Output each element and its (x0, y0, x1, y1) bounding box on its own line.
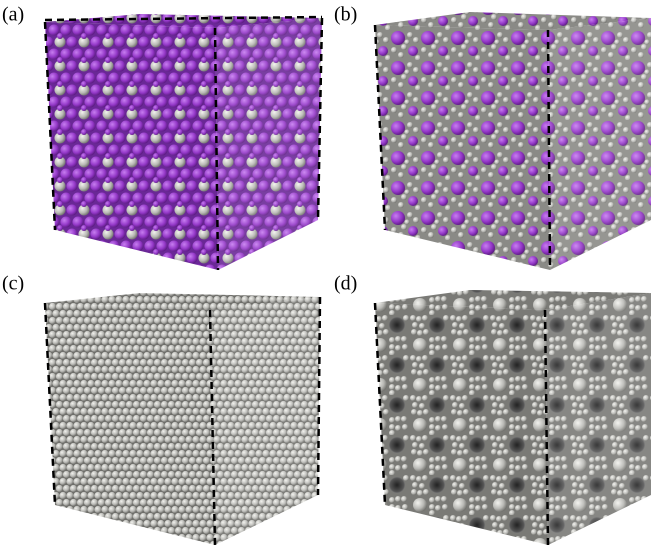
panel: (c) (2, 273, 322, 546)
panel: (b) (334, 4, 651, 271)
panel-label: (b) (334, 4, 357, 26)
panel-label: (c) (2, 273, 24, 295)
panel: (d) (334, 273, 651, 546)
panel: (a) (2, 4, 324, 271)
panel-label: (a) (2, 4, 24, 26)
panel-label: (d) (334, 273, 357, 295)
